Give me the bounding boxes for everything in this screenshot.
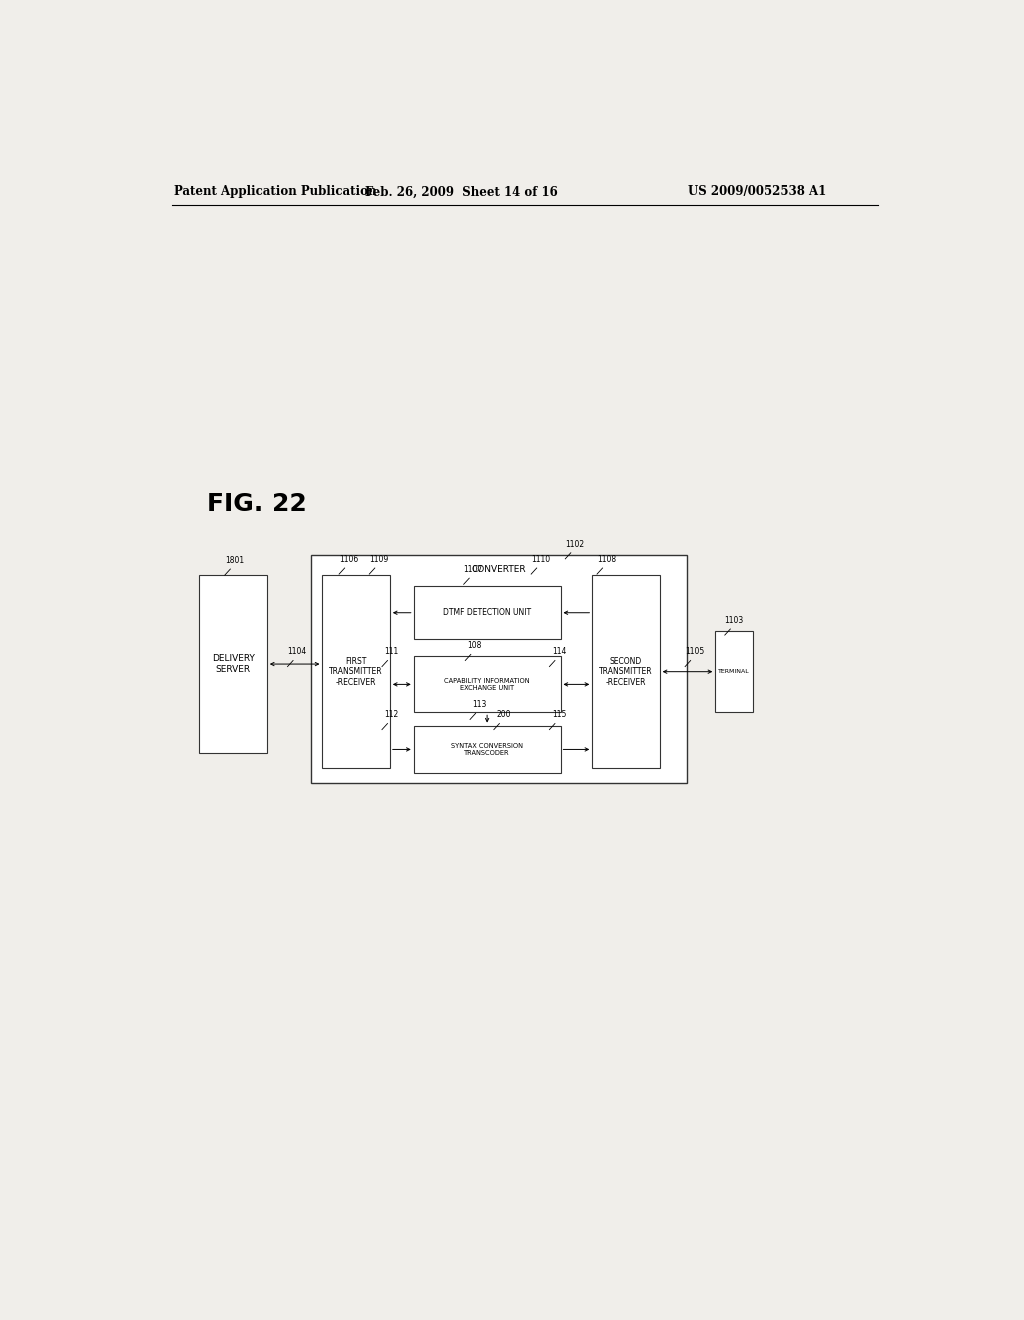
Bar <box>323 576 390 768</box>
Text: 1110: 1110 <box>531 554 550 564</box>
Text: 1104: 1104 <box>288 647 306 656</box>
Text: Feb. 26, 2009  Sheet 14 of 16: Feb. 26, 2009 Sheet 14 of 16 <box>365 185 558 198</box>
Text: 1103: 1103 <box>725 616 743 624</box>
Text: 1108: 1108 <box>597 554 616 564</box>
Text: FIRST
TRANSMITTER
-RECEIVER: FIRST TRANSMITTER -RECEIVER <box>330 657 383 686</box>
Bar <box>592 576 659 768</box>
Text: DELIVERY
SERVER: DELIVERY SERVER <box>212 655 255 673</box>
Bar <box>414 656 560 713</box>
Text: 1107: 1107 <box>464 565 483 574</box>
Text: CAPABILITY INFORMATION
EXCHANGE UNIT: CAPABILITY INFORMATION EXCHANGE UNIT <box>444 678 529 690</box>
Text: US 2009/0052538 A1: US 2009/0052538 A1 <box>688 185 826 198</box>
Text: 114: 114 <box>552 647 566 656</box>
Text: CONVERTER: CONVERTER <box>472 565 526 574</box>
Text: FIG. 22: FIG. 22 <box>207 492 307 516</box>
Text: 1102: 1102 <box>565 540 585 549</box>
Text: DTMF DETECTION UNIT: DTMF DETECTION UNIT <box>443 609 531 618</box>
Text: 200: 200 <box>496 710 511 719</box>
Bar <box>414 586 560 639</box>
Text: 115: 115 <box>552 710 566 719</box>
Text: Patent Application Publication: Patent Application Publication <box>174 185 377 198</box>
Text: 1106: 1106 <box>339 554 358 564</box>
Text: 112: 112 <box>384 710 398 719</box>
Text: 1105: 1105 <box>685 647 705 656</box>
Text: SYNTAX CONVERSION
TRANSCODER: SYNTAX CONVERSION TRANSCODER <box>452 743 523 756</box>
Text: 111: 111 <box>384 647 398 656</box>
Text: 1801: 1801 <box>225 556 244 565</box>
Text: 108: 108 <box>468 642 482 651</box>
Text: TERMINAL: TERMINAL <box>719 669 751 675</box>
Bar <box>414 726 560 774</box>
Text: SECOND
TRANSMITTER
-RECEIVER: SECOND TRANSMITTER -RECEIVER <box>599 657 652 686</box>
Bar <box>200 576 267 752</box>
Text: 1109: 1109 <box>370 554 388 564</box>
Bar <box>310 554 687 784</box>
Text: 113: 113 <box>472 701 486 709</box>
Bar <box>715 631 754 713</box>
